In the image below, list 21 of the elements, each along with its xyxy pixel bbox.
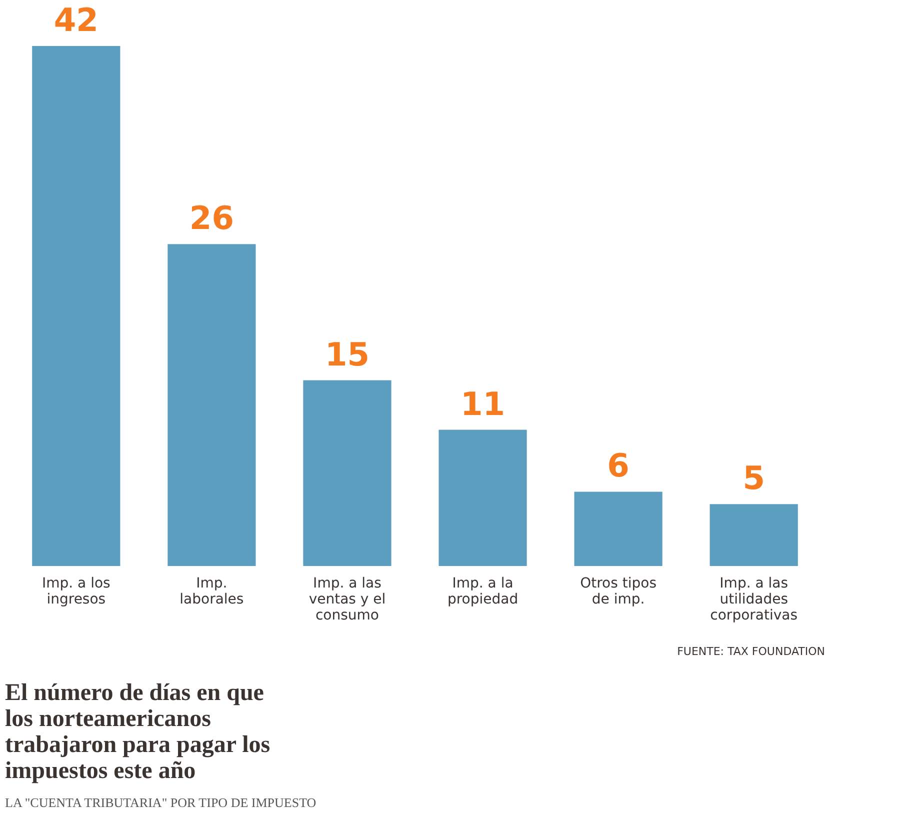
text: El número de días en que los norteamericanos trabajaron para pagar los impuestos este año bbox=[5, 680, 270, 784]
x-tick-label: Otros tipos de imp. bbox=[580, 576, 657, 608]
bar bbox=[303, 380, 392, 566]
text: LA "CUENTA TRIBUTARIA" POR TIPO DE IMPUESTO bbox=[5, 795, 316, 810]
bar bbox=[438, 430, 527, 566]
data-label: 5 bbox=[742, 459, 765, 498]
bar bbox=[32, 46, 120, 566]
source-note: FUENTE: TAX FOUNDATION bbox=[677, 645, 825, 658]
bar bbox=[710, 504, 798, 566]
x-tick-label: Imp. a la propiedad bbox=[447, 576, 518, 608]
data-label: 42 bbox=[54, 1, 98, 39]
bar bbox=[574, 492, 662, 566]
data-label: 26 bbox=[189, 199, 234, 238]
x-tick-label: Imp. a las utilidades corporativas bbox=[710, 576, 798, 624]
x-tick-label: Imp. laborales bbox=[180, 576, 244, 608]
data-label: 15 bbox=[324, 335, 370, 374]
data-label: 11 bbox=[460, 384, 506, 423]
x-tick-label: Imp. a las ventas y el consumo bbox=[308, 576, 386, 624]
data-label: 6 bbox=[607, 446, 630, 485]
x-tick-label: Imp. a los ingresos bbox=[42, 576, 110, 608]
bar bbox=[168, 244, 256, 566]
